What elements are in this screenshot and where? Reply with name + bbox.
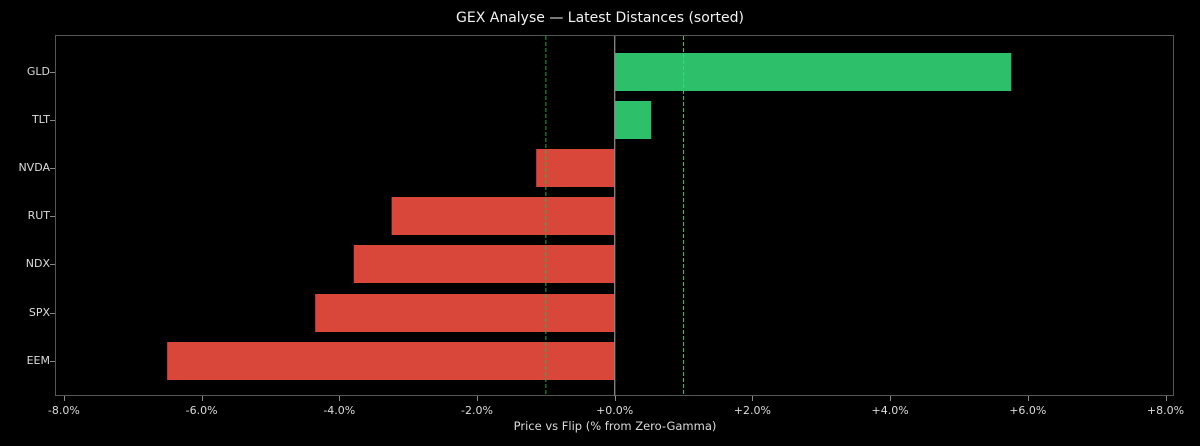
y-tick <box>50 313 55 314</box>
x-tick-label: +8.0% <box>1146 404 1185 417</box>
x-tick <box>339 396 341 401</box>
y-tick-label: GLD <box>26 65 50 78</box>
y-tick-label: SPX <box>28 306 50 319</box>
x-tick <box>63 396 65 401</box>
y-tick-label: RUT <box>27 209 50 222</box>
y-tick <box>50 168 55 169</box>
x-tick <box>201 396 203 401</box>
x-tick-label: -6.0% <box>185 404 218 417</box>
x-tick <box>477 396 478 401</box>
x-tick-label: +0.0% <box>596 404 634 417</box>
x-tick <box>1165 396 1167 401</box>
x-tick-label: +6.0% <box>1009 404 1047 417</box>
y-tick <box>50 120 55 121</box>
bar-spx <box>315 294 615 332</box>
bar-gld <box>614 53 1012 91</box>
bar-rut <box>391 197 615 235</box>
y-tick-label: NDX <box>25 257 50 270</box>
x-tick-label: -2.0% <box>461 404 493 417</box>
bar-tlt <box>614 101 652 139</box>
bar-nvda <box>536 149 615 187</box>
y-tick <box>50 264 55 265</box>
x-tick <box>614 396 616 401</box>
y-tick-label: EEM <box>26 354 50 367</box>
x-tick-label: -4.0% <box>323 404 356 417</box>
bar-ndx <box>353 245 615 283</box>
y-tick <box>50 361 55 362</box>
y-tick-label: TLT <box>31 113 50 126</box>
x-tick-label: +4.0% <box>871 404 909 417</box>
y-tick <box>50 216 55 217</box>
x-tick <box>1027 396 1029 401</box>
bar-eem <box>167 342 615 380</box>
x-tick-label: +2.0% <box>733 404 771 417</box>
x-tick-label: -8.0% <box>47 404 80 417</box>
y-tick-label: NVDA <box>18 161 50 174</box>
x-axis-title: Price vs Flip (% from Zero-Gamma) <box>513 419 717 433</box>
y-tick <box>50 72 55 73</box>
chart-title: GEX Analyse — Latest Distances (sorted) <box>456 10 744 26</box>
x-tick <box>890 396 892 401</box>
x-tick <box>752 396 754 401</box>
